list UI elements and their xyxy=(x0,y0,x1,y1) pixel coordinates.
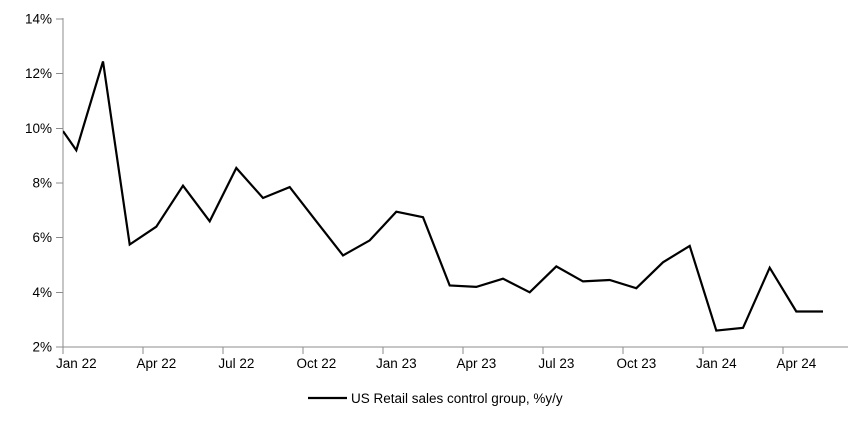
y-tick-label: 6% xyxy=(32,230,52,245)
x-tick-label: Apr 23 xyxy=(456,356,496,371)
y-tick-label: 2% xyxy=(32,340,52,355)
x-tick-label: Jul 23 xyxy=(538,356,574,371)
x-tick-label: Jan 23 xyxy=(376,356,417,371)
x-tick-label: Apr 24 xyxy=(776,356,816,371)
y-tick-label: 14% xyxy=(25,12,52,27)
y-tick-label: 10% xyxy=(25,121,52,136)
y-axis-labels: 14% 12% 10% 8% 6% 4% 2% xyxy=(25,12,52,355)
x-tick-label: Oct 23 xyxy=(616,356,656,371)
y-tick-label: 12% xyxy=(25,66,52,81)
x-tick-label: Oct 22 xyxy=(296,356,336,371)
y-tick-label: 8% xyxy=(32,176,52,191)
data-series-line xyxy=(63,61,823,332)
x-axis-labels: Jan 22 Apr 22 Jul 22 Oct 22 Jan 23 Apr 23 Jul … xyxy=(56,356,817,371)
legend-label: US Retail sales control group, %y/y xyxy=(351,391,563,406)
x-tick-label: Apr 22 xyxy=(136,356,176,371)
x-tick-label: Jan 24 xyxy=(696,356,737,371)
x-tick-label: Jul 22 xyxy=(218,356,254,371)
legend: US Retail sales control group, %y/y xyxy=(308,391,563,406)
x-tick-label: Jan 22 xyxy=(56,356,97,371)
axes xyxy=(56,18,848,354)
y-tick-label: 4% xyxy=(32,285,52,300)
